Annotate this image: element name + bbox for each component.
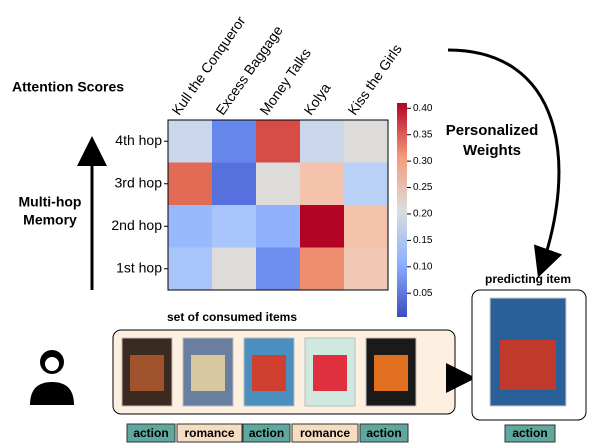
genre-tag	[176, 423, 243, 443]
genre: action	[366, 426, 401, 440]
cell	[168, 205, 212, 248]
arrow	[447, 48, 563, 278]
poster-art	[374, 355, 408, 391]
cell	[256, 120, 300, 163]
cell	[344, 162, 388, 205]
cell	[300, 120, 344, 163]
cell	[300, 162, 344, 205]
genre-tag	[359, 423, 409, 443]
cell	[212, 205, 256, 248]
colorbar-label: 0.10	[413, 261, 433, 272]
cell	[212, 247, 256, 290]
row-label: 2nd hop	[111, 217, 162, 233]
genre-tag	[291, 423, 359, 443]
colorbar	[397, 103, 407, 317]
cell	[344, 120, 388, 163]
heatmap-frame	[167, 119, 389, 291]
genre: romance	[184, 426, 234, 440]
genre-tag	[242, 423, 291, 443]
cell	[256, 247, 300, 290]
genre: action	[249, 426, 284, 440]
column-label: Kiss the Girls	[344, 41, 404, 118]
cell	[344, 205, 388, 248]
colorbar-label: 0.35	[413, 129, 433, 140]
memory-label: Multi-hop	[19, 194, 82, 210]
weights-label: Personalized	[446, 122, 539, 139]
poster-art	[252, 355, 286, 391]
cell	[300, 205, 344, 248]
cell	[256, 162, 300, 205]
genre-tag	[126, 423, 176, 443]
colorbar-label: 0.05	[413, 288, 433, 299]
cell	[168, 247, 212, 290]
colorbar-label: 0.30	[413, 156, 433, 167]
colorbar-label: 0.40	[413, 103, 433, 114]
poster-art	[313, 355, 347, 391]
column-label: Kolya	[300, 80, 333, 118]
title: Attention Scores	[12, 79, 124, 95]
row-label: 4th hop	[115, 132, 162, 148]
genre: action	[133, 426, 168, 440]
colorbar-label: 0.20	[413, 209, 433, 220]
cell	[168, 120, 212, 163]
weights-label: Weights	[463, 142, 521, 159]
genre: action	[512, 426, 547, 440]
row-label: 1st hop	[116, 259, 162, 275]
cell	[168, 162, 212, 205]
consumed-label: set of consumed items	[167, 310, 297, 324]
colorbar-label: 0.25	[413, 182, 433, 193]
cell	[212, 120, 256, 163]
row-label: 3rd hop	[115, 174, 163, 190]
cell	[300, 247, 344, 290]
memory-label: Memory	[23, 212, 77, 228]
cell	[256, 205, 300, 248]
user-icon	[30, 350, 74, 405]
genre: romance	[300, 426, 350, 440]
colorbar-label: 0.15	[413, 235, 433, 246]
cell	[344, 247, 388, 290]
poster-art	[191, 355, 225, 391]
genre-tag	[504, 424, 556, 443]
predicting-label: predicting item	[485, 272, 571, 286]
cell	[212, 162, 256, 205]
poster-art	[130, 355, 164, 391]
poster-art	[500, 340, 556, 390]
column-label: Kull the Conqueror	[168, 13, 248, 118]
